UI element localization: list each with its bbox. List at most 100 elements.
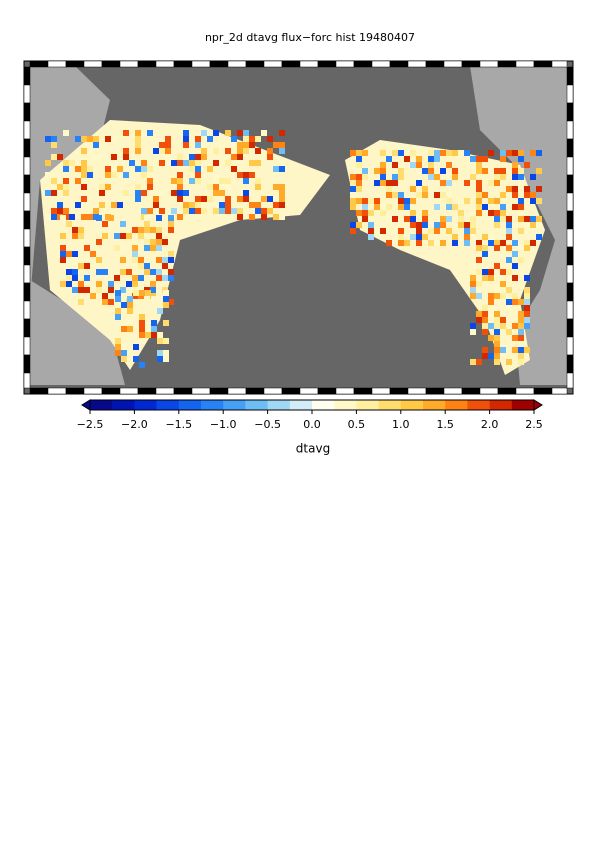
cell [141,190,147,196]
cell [114,275,120,281]
colorbar-swatch [156,400,180,410]
cell [111,172,117,178]
cell [380,210,386,216]
cell [249,136,255,142]
cell [434,228,440,234]
cell [434,222,440,228]
cell [225,160,231,166]
cell [267,136,273,142]
cell [506,287,512,293]
cell [428,162,434,168]
cell [536,150,542,156]
cell [183,208,189,214]
cell [470,156,476,162]
cell [368,234,374,240]
cell [506,359,512,365]
frame-tile [29,60,49,68]
cell [380,174,386,180]
cell [201,196,207,202]
frame-tile [371,60,391,68]
cell [168,215,174,221]
cell [63,184,69,190]
cell [518,335,524,341]
cell [524,317,530,323]
cell [183,160,189,166]
cell [195,172,201,178]
cell [261,130,267,136]
cell [512,186,518,192]
cell [243,130,249,136]
frame-tile [281,387,301,395]
frame-tile [23,300,31,320]
cell [380,180,386,186]
cell [488,335,494,341]
cell [132,227,138,233]
cell [386,180,392,186]
frame-tile [23,246,31,266]
cell [168,227,174,233]
cell [488,305,494,311]
cell [530,216,536,222]
cell [500,269,506,275]
frame-tile [566,138,574,158]
cell [422,216,428,222]
frame-tile [566,336,574,356]
cell [500,240,506,246]
cell [102,233,108,239]
frame-tile [566,156,574,176]
cell [81,160,87,166]
cell [126,269,132,275]
cell [374,168,380,174]
cell [57,208,63,214]
cell [518,353,524,359]
cell [374,228,380,234]
cell [144,221,150,227]
cell [177,172,183,178]
cell [279,202,285,208]
cell [273,184,279,190]
cell [225,148,231,154]
cell [494,174,500,180]
cell [171,208,177,214]
cell [512,240,518,246]
cell [494,347,500,353]
cell [159,142,165,148]
cell [81,172,87,178]
cell [536,216,542,222]
cell [195,202,201,208]
cell [440,222,446,228]
cell [51,178,57,184]
cell [87,214,93,220]
frame-tile [23,228,31,248]
colorbar-tick-label: −1.0 [210,418,237,431]
cell [81,136,87,142]
cell [141,208,147,214]
cell [162,263,168,269]
cell [135,190,141,196]
cell [255,148,261,154]
cell [213,130,219,136]
cell [168,275,174,281]
frame-tile [353,387,373,395]
colorbar-swatch [334,400,357,410]
cell [219,178,225,184]
cell [488,275,494,281]
cell [524,216,530,222]
cell [177,154,183,160]
cell [69,160,75,166]
cell [243,136,249,142]
frame-tile [23,372,31,389]
cell [512,168,518,174]
cell [171,190,177,196]
cell [150,227,156,233]
cell [87,166,93,172]
cell [138,233,144,239]
frame-tile [263,387,283,395]
cell [150,281,156,287]
cell [163,338,169,344]
colorbar-swatch [312,400,335,410]
cell [249,160,255,166]
cell [81,184,87,190]
cell [434,156,440,162]
cell [144,245,150,251]
